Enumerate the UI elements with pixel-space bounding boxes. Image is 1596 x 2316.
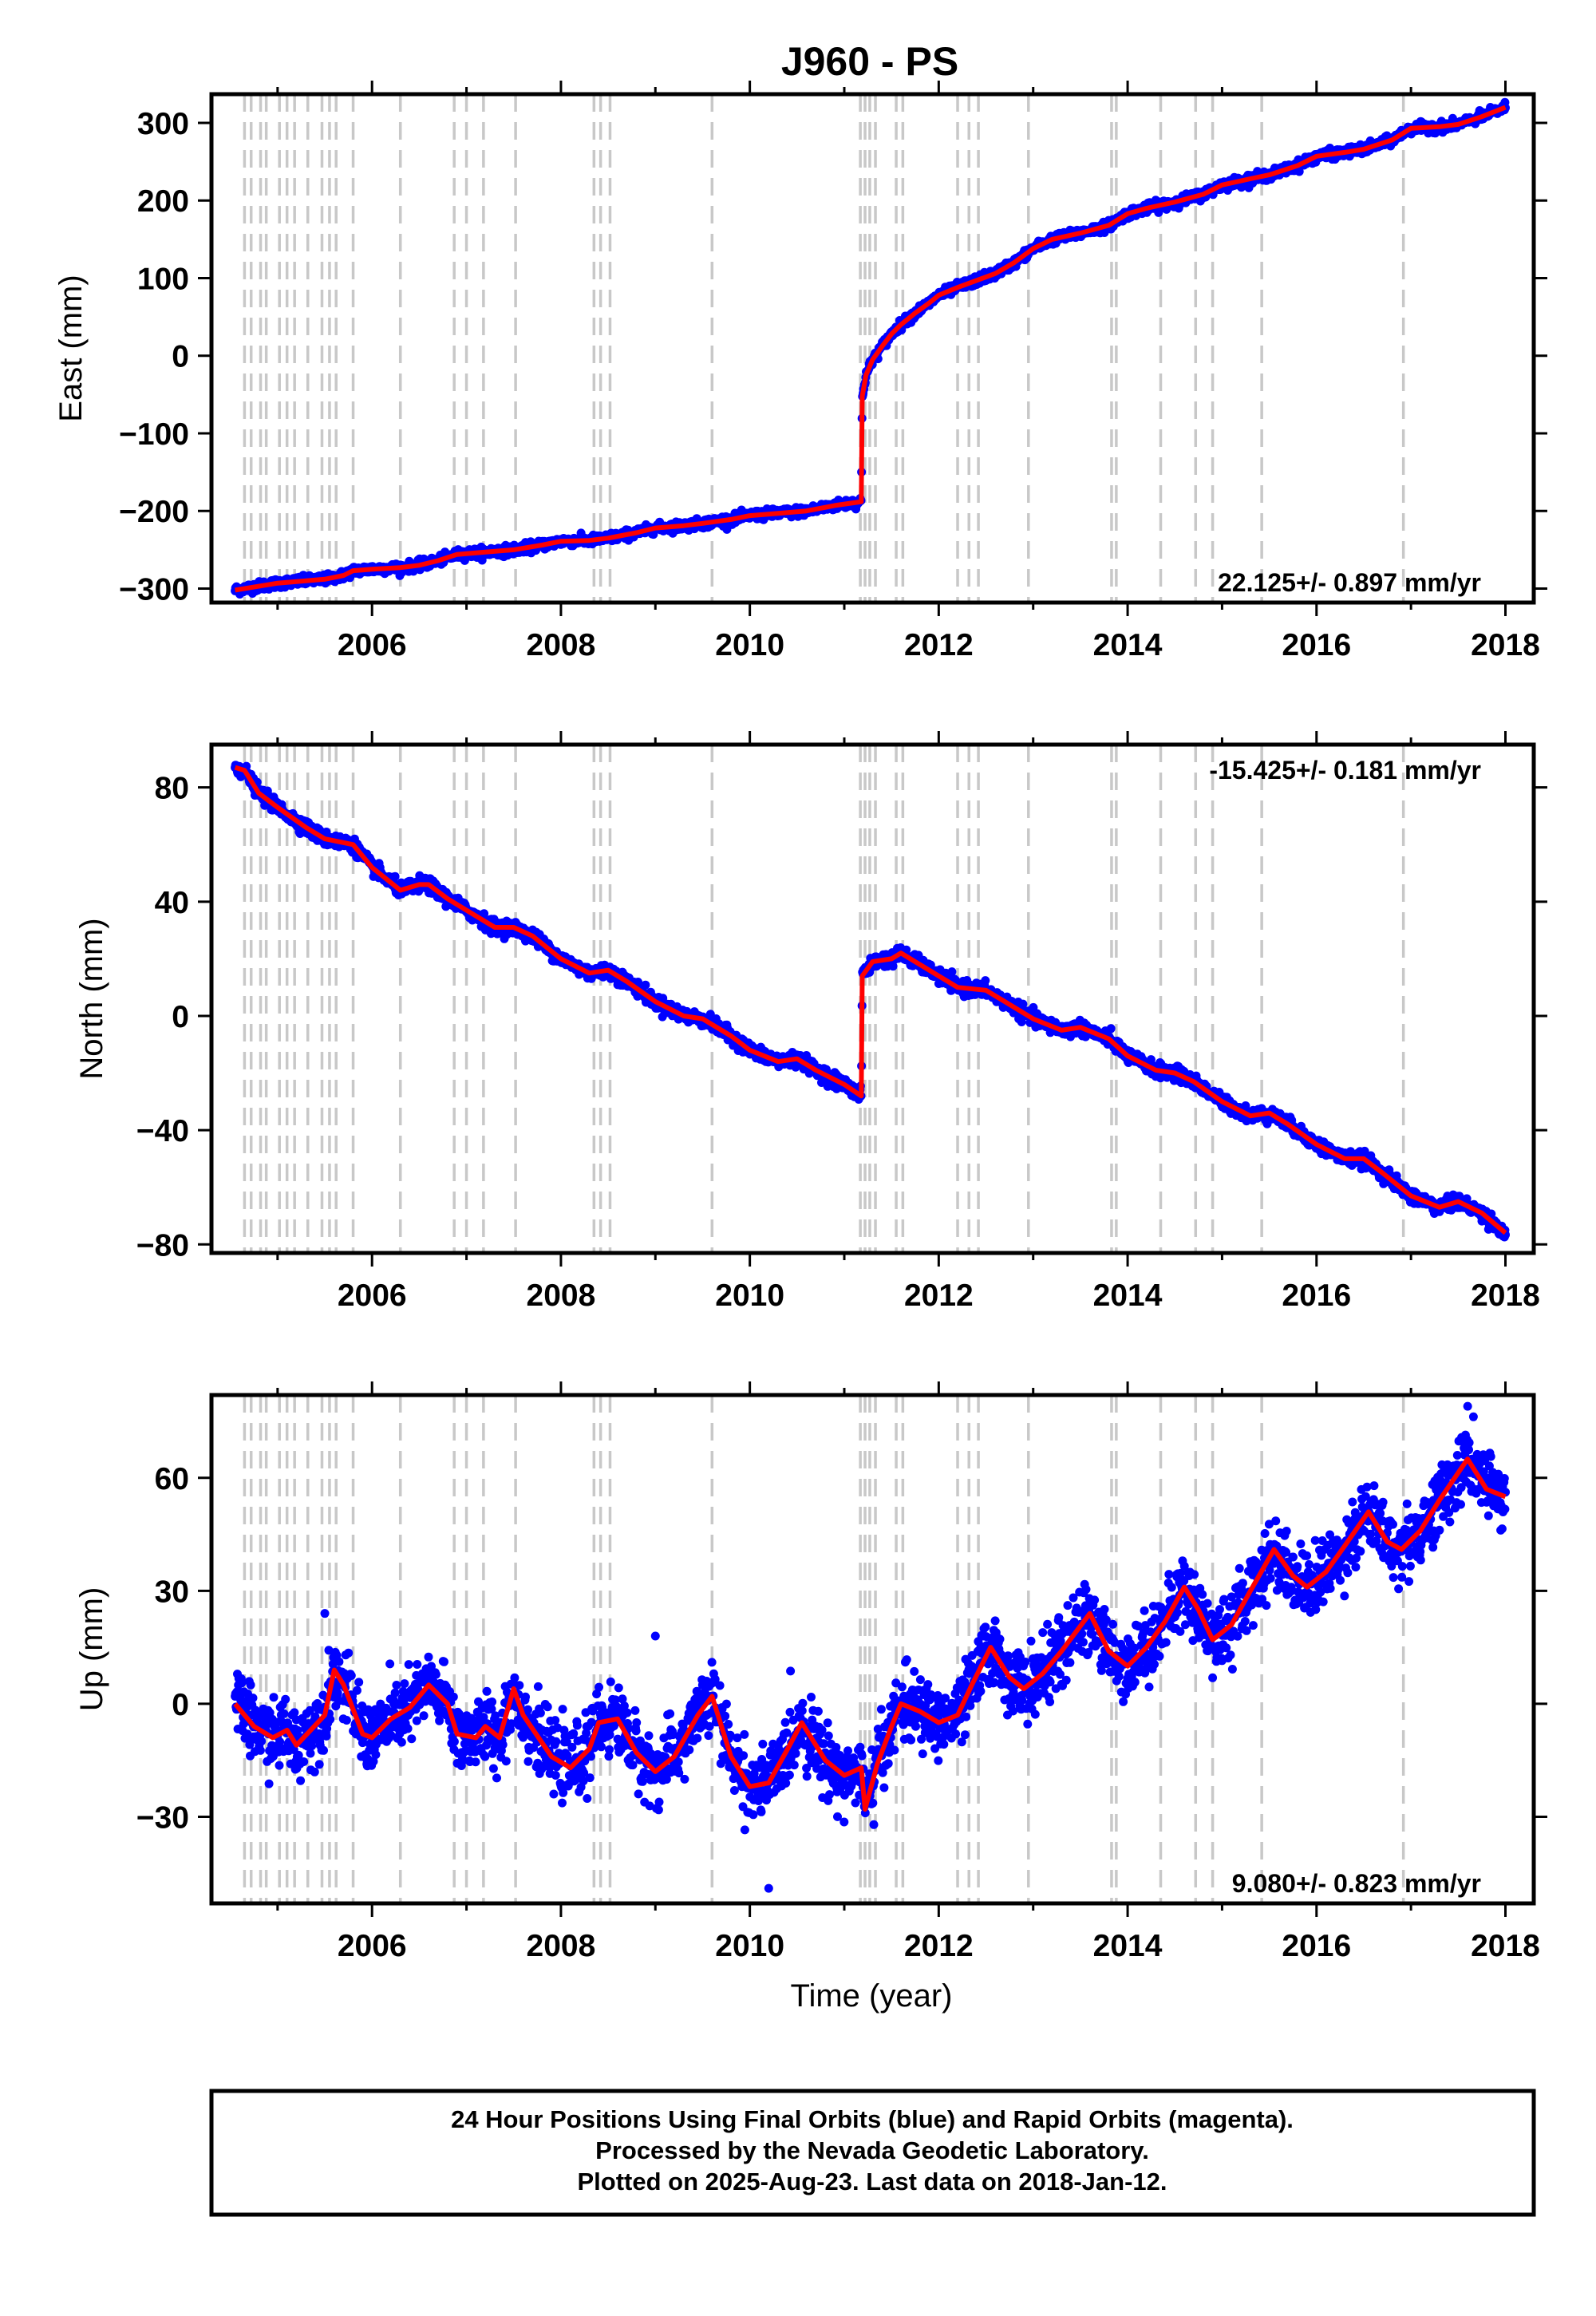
y-tick-label: 200 [137,184,189,219]
x-tick-label: 2014 [1093,628,1163,662]
velocity-rate: 22.125+/- 0.897 mm/yr [1218,568,1481,597]
x-tick-label: 2008 [527,628,596,662]
y-tick-label: 300 [137,107,189,141]
east-panel: 2006 2008 2010 2012 2014 2016 2018 −300 −200 −100… [53,81,1547,662]
observation-point [1018,999,1028,1009]
observation-point [888,962,898,971]
observation-point [641,980,650,990]
x-tick-label: 2012 [904,628,974,662]
observation-point [1106,1024,1116,1034]
x-tick-label: 2018 [1471,628,1540,662]
north-plot-area [231,745,1510,1253]
y-tick-label: 100 [137,262,189,296]
observation-point [1017,1018,1026,1026]
y-tick-label: −200 [119,495,189,529]
y-tick-label: −300 [119,572,189,607]
east-frame [209,92,1536,605]
observation-point [981,976,990,986]
observation-point [390,871,400,881]
y-axis-label: East (mm) [53,275,89,421]
observation-point [947,967,957,977]
x-tick-label: 2006 [338,628,407,662]
y-tick-label: −100 [119,417,189,452]
chart-title: J960 - PS [781,39,958,84]
x-tick-label: 2016 [1282,628,1351,662]
y-tick-label: 0 [172,340,189,374]
observation-point [480,909,489,919]
observation-point [902,945,911,954]
north-panel: 2006 2008 2010 2012 2014 2016 2018−80−4004080N… [74,731,1547,1313]
east-model-line [235,105,1507,593]
east-plot-area [231,94,1510,603]
x-tick-label: 2010 [715,628,784,662]
